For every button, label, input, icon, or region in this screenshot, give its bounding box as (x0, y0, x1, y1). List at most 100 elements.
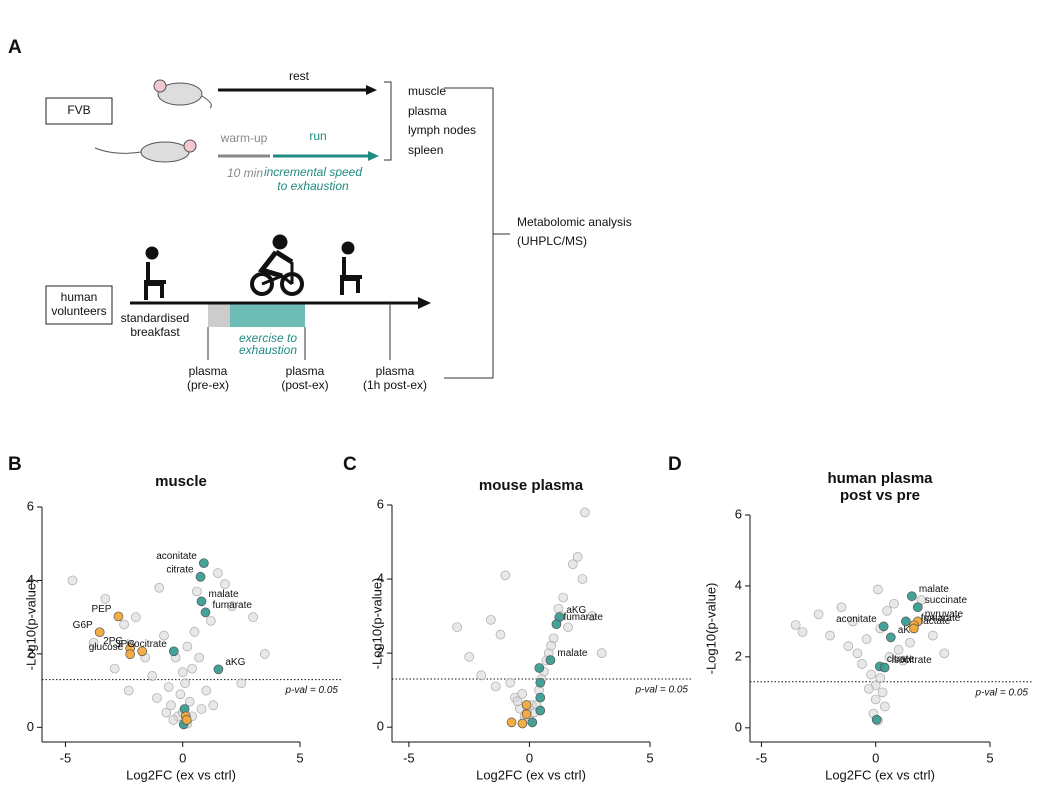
point-label: fumarate (563, 612, 603, 623)
y-axis-label: -Log10(p-value) (23, 579, 38, 671)
x-tick-label: 0 (179, 750, 186, 765)
point-label: aconitate (156, 551, 197, 562)
sample: (1h post-ex) (363, 378, 427, 392)
data-point (168, 646, 179, 657)
person-icon (144, 234, 362, 300)
data-point (159, 630, 169, 641)
data-point (534, 663, 545, 673)
data-point (490, 681, 501, 692)
data-point (906, 591, 917, 602)
data-point (196, 704, 207, 714)
data-point (125, 649, 136, 660)
data-point (517, 689, 528, 699)
mouse-icon (94, 79, 212, 163)
data-point (236, 678, 247, 689)
point-label: glucose (89, 642, 124, 653)
data-point (877, 687, 888, 698)
data-point (227, 601, 237, 611)
point-label: citrate (166, 564, 194, 575)
group-box (45, 285, 113, 325)
sample: plasma (376, 364, 415, 378)
data-point (596, 648, 607, 658)
group-label: FVB (67, 103, 90, 117)
data-point (147, 671, 158, 681)
y-tick-label: 6 (377, 496, 384, 511)
data-point (182, 641, 193, 652)
data-point (861, 634, 872, 644)
point-label: aKG (566, 605, 586, 616)
data-point (196, 596, 207, 607)
data-point (161, 707, 172, 718)
data-point (213, 568, 223, 578)
data-point (875, 673, 886, 684)
data-point (813, 609, 824, 620)
data-point (464, 651, 475, 662)
data-point (898, 655, 908, 666)
x-tick-label: -5 (60, 750, 72, 765)
data-point (248, 612, 258, 623)
data-point (866, 669, 876, 680)
sample-line (207, 303, 391, 360)
tissue: spleen (408, 143, 443, 157)
y-tick-label: 0 (735, 719, 742, 734)
y-tick-label: 0 (377, 719, 384, 734)
point-label: malate (919, 584, 949, 595)
data-point (517, 718, 528, 729)
y-tick-label: 6 (735, 506, 742, 521)
data-point (152, 693, 162, 703)
data-point (191, 586, 202, 597)
data-point (546, 640, 556, 651)
data-point (88, 638, 99, 648)
data-point (500, 570, 511, 581)
data-point (864, 683, 874, 694)
data-point (168, 715, 179, 725)
chart-title: muscle (155, 473, 207, 490)
data-point (208, 700, 219, 711)
chart-title: mouse plasma (479, 477, 584, 494)
panel-letter: C (343, 454, 357, 475)
data-point (184, 696, 195, 707)
rest-label: rest (289, 69, 310, 83)
data-point (512, 696, 523, 707)
point-label: malate (557, 648, 587, 659)
data-point (587, 611, 597, 621)
sample: (pre-ex) (187, 378, 229, 392)
data-point (901, 616, 911, 627)
data-point (551, 619, 562, 630)
run-note: incremental speed (264, 165, 362, 179)
y-tick-label: 2 (735, 648, 742, 663)
x-axis-label: Log2FC (ex vs ctrl) (825, 767, 935, 782)
data-point (521, 709, 532, 720)
point-label: isocitrate (127, 639, 167, 650)
data-point (527, 717, 538, 728)
run-label: run (309, 129, 326, 143)
data-point (521, 700, 532, 710)
data-point (797, 627, 808, 637)
data-point (852, 648, 863, 659)
point-label: fumarate (921, 613, 961, 624)
bracket (444, 87, 510, 379)
panel-letter: D (668, 454, 682, 475)
data-point (194, 652, 204, 663)
y-tick-label: 0 (27, 719, 34, 734)
data-point (535, 692, 546, 703)
y-tick-label: 2 (27, 645, 34, 660)
warmup-label: warm-up (220, 131, 268, 145)
y-tick-label: 6 (27, 498, 34, 513)
warmup-time: 10 min (227, 166, 263, 180)
data-point (843, 641, 854, 652)
analysis: Metabolomic analysis (517, 215, 632, 229)
data-point (119, 619, 129, 630)
bracket (384, 81, 392, 161)
data-point (580, 507, 590, 518)
group-label: volunteers (51, 304, 106, 318)
data-point (870, 694, 881, 705)
data-point (577, 574, 588, 584)
x-tick-label: 0 (872, 750, 879, 765)
point-label: malate (208, 589, 238, 600)
data-point (195, 571, 206, 582)
data-point (476, 670, 487, 681)
data-point (486, 614, 496, 625)
data-point (857, 659, 867, 669)
